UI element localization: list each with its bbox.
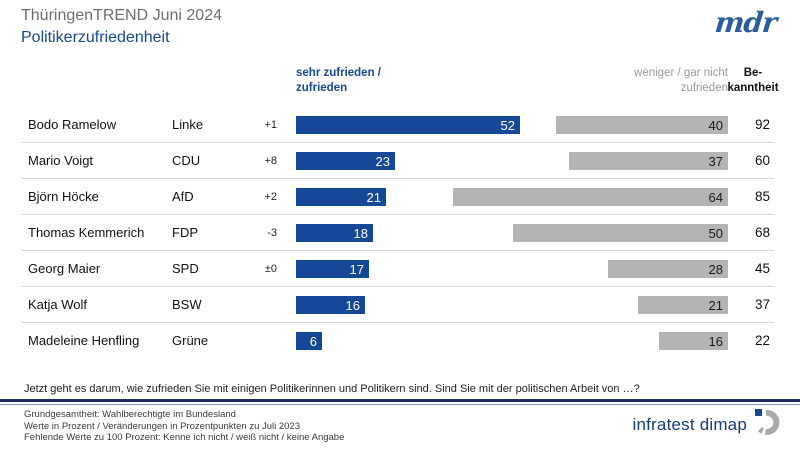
chart-row: Thomas Kemmerich FDP -3 18 50 68 bbox=[0, 215, 800, 251]
politician-name: Bodo Ramelow bbox=[28, 117, 117, 132]
dissatisfied-value: 50 bbox=[708, 225, 723, 241]
party-label: Grüne bbox=[172, 333, 209, 348]
satisfied-value: 16 bbox=[345, 297, 360, 313]
dissatisfied-bar: 28 bbox=[608, 260, 728, 278]
chart-row: Mario Voigt CDU +8 23 37 60 bbox=[0, 143, 800, 179]
change-value: +8 bbox=[264, 155, 277, 167]
politician-name: Georg Maier bbox=[28, 261, 101, 276]
party-label: CDU bbox=[172, 153, 201, 168]
dissatisfied-bar: 21 bbox=[638, 296, 728, 314]
satisfied-value: 23 bbox=[375, 153, 390, 169]
bar-area: 21 64 bbox=[296, 179, 728, 215]
bar-area: 16 21 bbox=[296, 287, 728, 323]
dissatisfied-bar: 16 bbox=[659, 332, 728, 350]
dissatisfied-bar: 64 bbox=[453, 188, 728, 206]
bekanntheit-value: 68 bbox=[754, 225, 770, 240]
bekanntheit-value: 45 bbox=[754, 261, 770, 276]
bar-area: 18 50 bbox=[296, 215, 728, 251]
politician-name: Katja Wolf bbox=[28, 297, 88, 312]
infratest-dimap-label: infratest dimap bbox=[632, 414, 747, 434]
dissatisfied-value: 28 bbox=[708, 261, 723, 277]
bekanntheit-value: 22 bbox=[754, 333, 770, 348]
satisfied-value: 21 bbox=[366, 189, 381, 205]
satisfied-bar: 21 bbox=[296, 188, 386, 206]
satisfied-bar: 16 bbox=[296, 296, 365, 314]
col-header-bekanntheit: Be- kanntheit bbox=[727, 67, 779, 94]
change-value bbox=[230, 323, 277, 359]
footnote-line: Werte in Prozent / Veränderungen in Proz… bbox=[24, 420, 301, 432]
chart-row: Katja Wolf BSW 16 21 37 bbox=[0, 287, 800, 323]
politician-name: Thomas Kemmerich bbox=[28, 225, 145, 240]
dissatisfied-bar: 37 bbox=[569, 152, 728, 170]
satisfied-bar: 17 bbox=[296, 260, 369, 278]
divider-thick bbox=[0, 399, 800, 402]
party-label: BSW bbox=[172, 297, 202, 312]
chart-rows: Bodo Ramelow Linke +1 52 40 92 Mario Voi… bbox=[0, 107, 800, 359]
satisfied-value: 18 bbox=[353, 225, 368, 241]
bekanntheit-value: 85 bbox=[754, 189, 770, 204]
divider-thin bbox=[0, 404, 800, 405]
satisfied-bar: 6 bbox=[296, 332, 322, 350]
infratest-dimap-logo: infratest dimap bbox=[633, 408, 783, 441]
bekanntheit-value: 92 bbox=[754, 117, 770, 132]
dissatisfied-value: 21 bbox=[708, 297, 723, 313]
infratest-dimap-mark-icon bbox=[754, 408, 782, 441]
chart-row: Bodo Ramelow Linke +1 52 40 92 bbox=[0, 107, 800, 143]
mdr-logo: mdr bbox=[713, 6, 778, 39]
dissatisfied-bar: 40 bbox=[556, 116, 728, 134]
bar-area: 23 37 bbox=[296, 143, 728, 179]
dissatisfied-bar: 50 bbox=[513, 224, 728, 242]
change-value: -3 bbox=[267, 227, 277, 239]
dissatisfied-value: 16 bbox=[708, 333, 723, 349]
satisfied-value: 17 bbox=[349, 261, 364, 277]
footnote-line: Grundgesamtheit: Wahlberechtigte im Bund… bbox=[24, 409, 236, 420]
politician-name: Madeleine Henfling bbox=[28, 333, 140, 348]
satisfied-bar: 52 bbox=[296, 116, 520, 134]
survey-question: Jetzt geht es darum, wie zufrieden Sie m… bbox=[24, 383, 640, 395]
politician-name: Björn Höcke bbox=[28, 189, 99, 204]
footnote-line: Fehlende Werte zu 100 Prozent: Kenne ich… bbox=[24, 432, 345, 443]
change-value: +1 bbox=[264, 119, 277, 131]
col-header-dissatisfied: weniger / gar nicht zufrieden bbox=[634, 67, 728, 94]
satisfied-bar: 18 bbox=[296, 224, 373, 242]
bekanntheit-value: 60 bbox=[754, 153, 770, 168]
page-title: Politikerzufriedenheit bbox=[21, 29, 170, 46]
change-value: ±0 bbox=[264, 263, 277, 275]
dissatisfied-value: 64 bbox=[708, 189, 723, 205]
pretitle: ThüringenTREND Juni 2024 bbox=[21, 7, 222, 24]
footnotes: Grundgesamtheit: Wahlberechtigte im Bund… bbox=[24, 409, 344, 444]
satisfied-bar: 23 bbox=[296, 152, 395, 170]
bar-area: 6 16 bbox=[296, 323, 728, 359]
politician-name: Mario Voigt bbox=[28, 153, 94, 168]
party-label: FDP bbox=[172, 225, 198, 240]
col-header-satisfied: sehr zufrieden / zufrieden bbox=[296, 67, 381, 94]
change-value bbox=[230, 287, 277, 323]
change-value: +2 bbox=[264, 191, 277, 203]
chart-row: Björn Höcke AfD +2 21 64 85 bbox=[0, 179, 800, 215]
chart-row: Madeleine Henfling Grüne 6 16 22 bbox=[0, 323, 800, 359]
party-label: Linke bbox=[172, 117, 204, 132]
satisfied-value: 6 bbox=[309, 333, 317, 349]
bekanntheit-value: 37 bbox=[754, 297, 770, 312]
satisfied-value: 52 bbox=[500, 117, 515, 133]
party-label: SPD bbox=[172, 261, 199, 276]
bar-area: 17 28 bbox=[296, 251, 728, 287]
party-label: AfD bbox=[172, 189, 194, 204]
dissatisfied-value: 40 bbox=[708, 117, 723, 133]
chart-row: Georg Maier SPD ±0 17 28 45 bbox=[0, 251, 800, 287]
dissatisfied-value: 37 bbox=[708, 153, 723, 169]
bar-area: 52 40 bbox=[296, 107, 728, 143]
